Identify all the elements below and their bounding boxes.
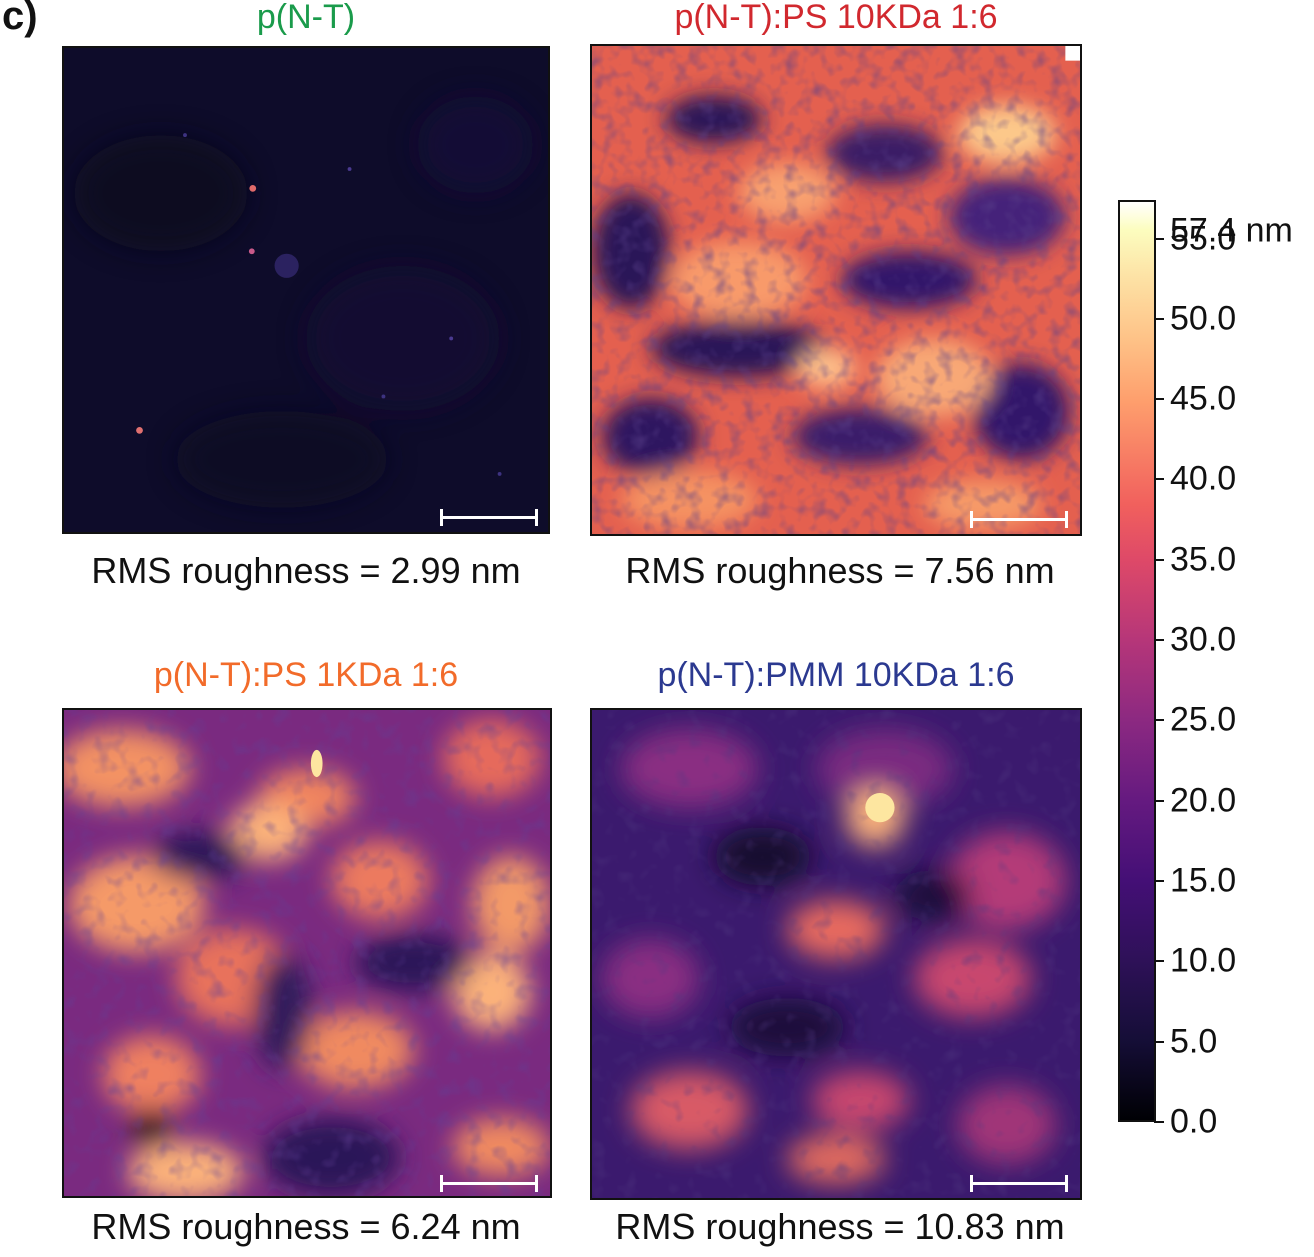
- rms-caption-4: RMS roughness = 10.83 nm: [615, 1206, 1065, 1247]
- colorbar-tick: [1154, 237, 1164, 240]
- colorbar-tick: [1154, 558, 1164, 561]
- colorbar-tick-label: 40.0: [1170, 459, 1237, 498]
- colorbar-tick-label: 5.0: [1170, 1022, 1218, 1061]
- colorbar-tick: [1154, 1121, 1164, 1123]
- colorbar-tick-label: 10.0: [1170, 941, 1237, 980]
- rms-caption-2: RMS roughness = 7.56 nm: [625, 550, 1055, 591]
- colorbar-tick: [1154, 799, 1164, 802]
- panel-title-1: p(N-T): [256, 0, 356, 36]
- colorbar-tick-label: 45.0: [1170, 379, 1237, 418]
- colorbar-tick-label: 30.0: [1170, 620, 1237, 659]
- colorbar-tick-label: 20.0: [1170, 781, 1237, 820]
- colorbar-tick: [1154, 639, 1164, 642]
- colorbar-tick-label: 25.0: [1170, 700, 1237, 739]
- panel-title-3: p(N-T):PS 1KDa 1:6: [153, 656, 459, 694]
- panel-title-4: p(N-T):PMM 10KDa 1:6: [657, 656, 1015, 694]
- panel-label: c): [2, 0, 38, 38]
- colorbar-tick: [1154, 960, 1164, 963]
- scale-bar: [440, 509, 538, 526]
- colorbar-tick-label: 55.0: [1170, 219, 1237, 258]
- rms-caption-3: RMS roughness = 6.24 nm: [91, 1206, 521, 1247]
- rms-caption-1: RMS roughness = 2.99 nm: [91, 550, 521, 591]
- afm-image-pnt-ps10k: [590, 44, 1082, 536]
- colorbar-tick-label: 50.0: [1170, 299, 1237, 338]
- colorbar-tick: [1154, 1040, 1164, 1043]
- afm-image-pnt-ps1k: [62, 708, 552, 1198]
- colorbar-tick: [1154, 478, 1164, 481]
- colorbar-max-label: 57.4 nm: [1170, 211, 1293, 250]
- scale-bar: [440, 1175, 538, 1192]
- colorbar-tick: [1154, 719, 1164, 722]
- afm-image-pnt: [62, 46, 550, 534]
- height-colorbar: [1118, 200, 1156, 1122]
- colorbar-tick: [1154, 317, 1164, 320]
- colorbar-tick-label: 0.0: [1170, 1102, 1218, 1141]
- scale-bar: [970, 1175, 1068, 1192]
- panel-title-2: p(N-T):PS 10KDa 1:6: [674, 0, 998, 36]
- afm-image-pnt-pmm10k: [590, 708, 1082, 1200]
- scale-bar: [970, 511, 1068, 528]
- colorbar-tick: [1154, 398, 1164, 401]
- colorbar-tick: [1154, 880, 1164, 883]
- colorbar-tick-label: 35.0: [1170, 540, 1237, 579]
- colorbar-tick-label: 15.0: [1170, 861, 1237, 900]
